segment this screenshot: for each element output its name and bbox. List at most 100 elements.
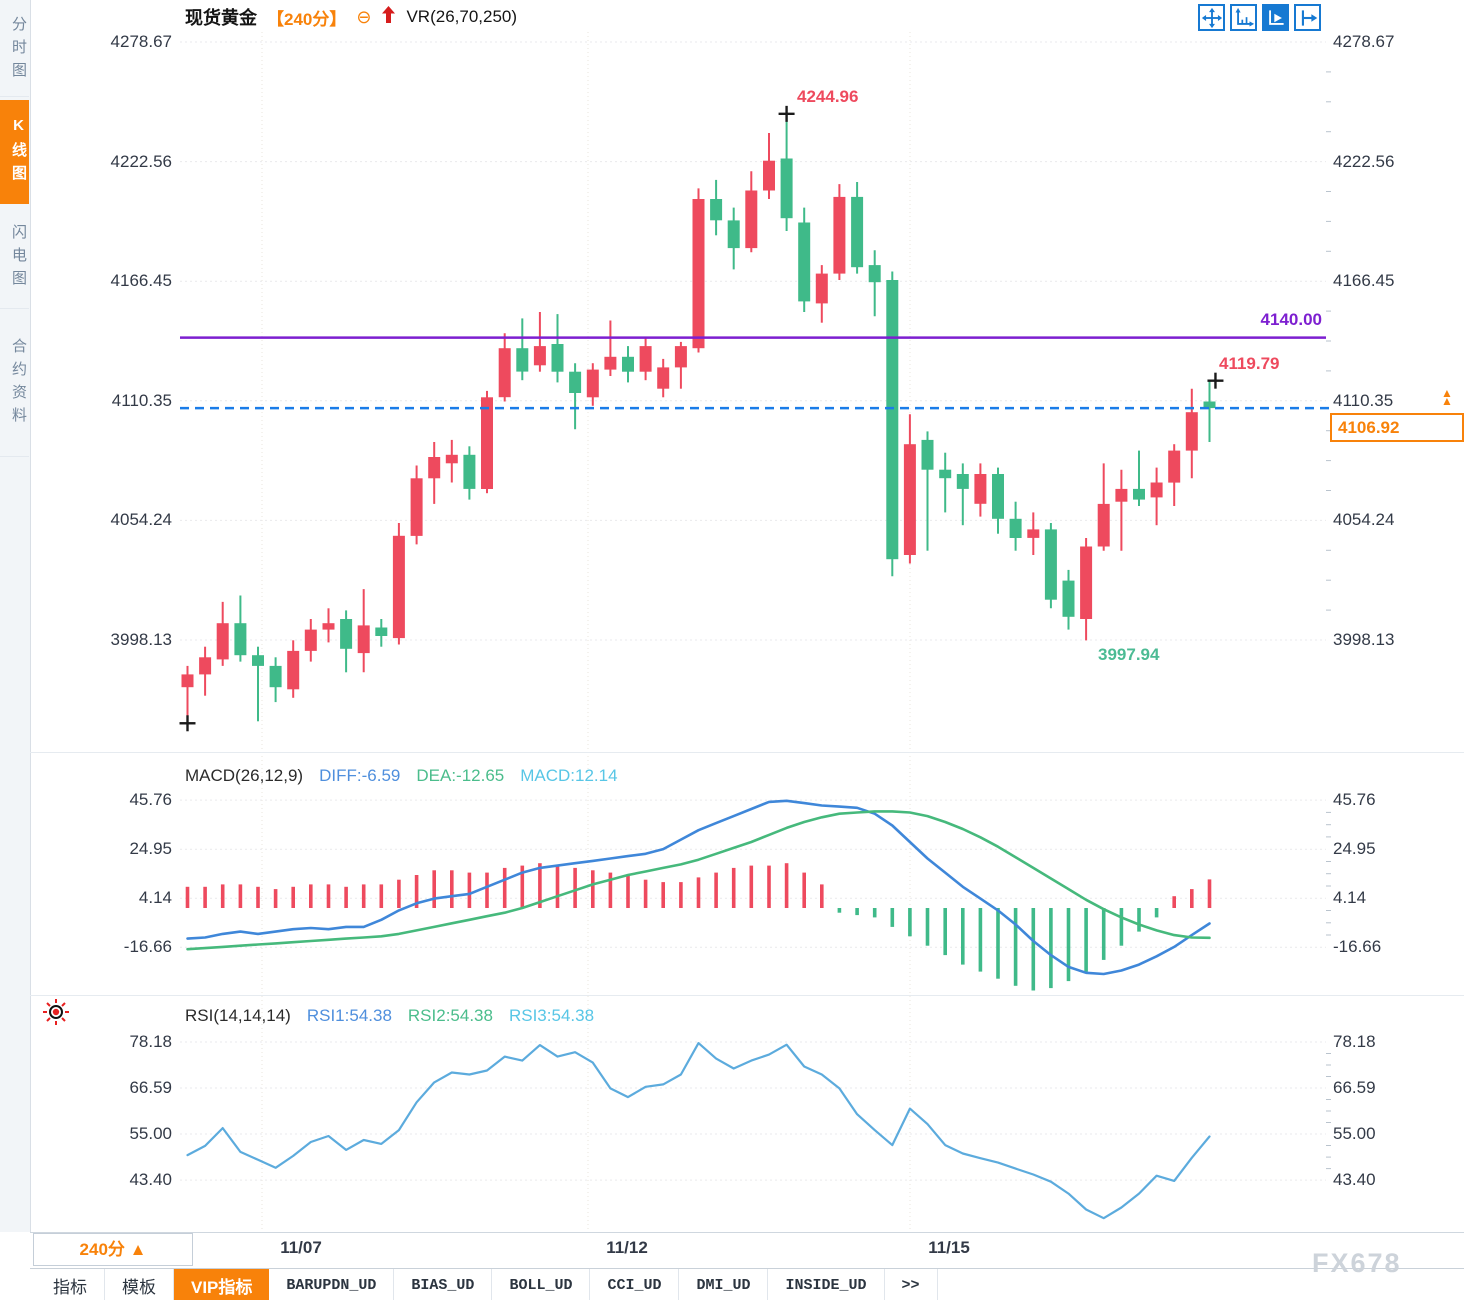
macd-hist-bar <box>450 870 454 908</box>
candle-body <box>851 196 864 268</box>
candle-body <box>1185 412 1198 451</box>
candle-body <box>234 623 247 656</box>
candle-body <box>674 346 687 368</box>
axis-tick-label: 4222.56 <box>110 151 172 171</box>
axis-tick-label: 24.95 <box>1333 839 1376 859</box>
macd-hist-bar <box>925 908 930 946</box>
macd-hist-bar <box>291 886 295 908</box>
rsi-title: RSI(14,14,14) <box>185 1006 291 1025</box>
symbol-name: 现货黄金 <box>185 8 257 28</box>
tab-DMI_UD[interactable]: DMI_UD <box>679 1269 769 1300</box>
macd-hist-bar <box>890 908 895 927</box>
candle-body <box>1133 488 1145 500</box>
current-price-box: 4106.92 <box>1330 413 1464 442</box>
tab-INSIDE_UD[interactable]: INSIDE_UD <box>768 1269 885 1300</box>
vr-indicator-label[interactable]: VR(26,70,250) <box>406 7 518 26</box>
candle-body <box>956 474 969 489</box>
chart-canvas[interactable] <box>0 0 1464 1232</box>
candle-body <box>445 454 458 464</box>
candle-body <box>357 625 370 654</box>
macd-hist-bar <box>978 908 983 972</box>
rsi2-value: RSI2:54.38 <box>407 1006 493 1025</box>
period-selector[interactable]: 240分 ▲ <box>33 1233 193 1266</box>
macd-hist-bar <box>679 882 683 908</box>
scroll-to-latest-icon[interactable]: ▲ ▲ <box>1441 386 1453 408</box>
macd-hist-bar <box>256 886 260 908</box>
macd-hist-bar <box>502 867 507 908</box>
axis-tick-label: -16.66 <box>123 937 172 957</box>
tab-VIP-[interactable]: VIP指标 <box>174 1269 270 1300</box>
axis-tick-label: 78.18 <box>1333 1032 1376 1051</box>
collapse-icon[interactable]: ⊖ <box>356 7 372 27</box>
macd-hist-bar <box>1154 908 1159 918</box>
axis-tick-label: 4166.45 <box>1333 271 1395 291</box>
candle-body <box>692 199 705 349</box>
candle-body <box>269 665 282 688</box>
candle-body <box>622 356 634 372</box>
candle-body <box>516 348 529 372</box>
auto-scale-icon[interactable] <box>1262 4 1289 31</box>
alert-sun-icon[interactable] <box>42 998 70 1031</box>
tab-BIAS_UD[interactable]: BIAS_UD <box>394 1269 493 1300</box>
date-label: 11/15 <box>928 1238 970 1257</box>
tab-BARUPDN_UD[interactable]: BARUPDN_UD <box>269 1269 395 1300</box>
candle-body <box>939 469 952 479</box>
macd-hist-bar <box>837 908 842 913</box>
axis-tick-label: 43.40 <box>1333 1170 1376 1190</box>
candle-body <box>1150 482 1163 498</box>
candle-body <box>780 158 793 219</box>
tab--[interactable]: 指标 <box>36 1269 105 1300</box>
candle-body <box>375 627 388 636</box>
axis-tick-label: 43.40 <box>129 1170 172 1190</box>
macd-hist-bar <box>1066 908 1071 982</box>
macd-hist-bar <box>626 875 630 908</box>
tab-BOLL_UD[interactable]: BOLL_UD <box>492 1269 591 1300</box>
axis-tick-label: 4.14 <box>1333 888 1367 908</box>
rsi-header: RSI(14,14,14) RSI1:54.38 RSI2:54.38 RSI3… <box>185 1006 594 1026</box>
candle-body <box>798 222 811 302</box>
go-to-latest-icon[interactable] <box>1294 4 1321 31</box>
macd-hist-bar <box>1101 908 1106 960</box>
candle-body <box>304 629 317 651</box>
zoom-x-axis-icon[interactable] <box>1230 4 1257 31</box>
candle-body <box>463 454 476 489</box>
tab->>[interactable]: >> <box>885 1269 938 1300</box>
candle-body <box>868 265 881 283</box>
chart-header: 现货黄金 【240分】 ⊖ VR(26,70,250) <box>185 5 517 29</box>
sidebar-item-4[interactable]: 合约资料 <box>0 312 29 457</box>
macd-hist-bar <box>1049 908 1053 989</box>
macd-hist-bar <box>749 865 754 908</box>
macd-hist-bar <box>573 867 577 908</box>
macd-hist-bar <box>555 865 560 908</box>
sidebar-item-1[interactable]: 分时图 <box>0 4 29 97</box>
chart-toolbar <box>1198 4 1321 31</box>
candle-body <box>639 346 652 372</box>
pan-icon[interactable] <box>1198 4 1225 31</box>
sidebar-item-3[interactable]: 闪电图 <box>0 208 29 309</box>
axis-tick-label: 4054.24 <box>110 510 172 530</box>
macd-header: MACD(26,12,9) DIFF:-6.59 DEA:-12.65 MACD… <box>185 766 618 786</box>
macd-hist-bar <box>608 872 613 908</box>
up-arrow-icon <box>381 5 396 30</box>
macd-hist-bar <box>731 867 736 908</box>
divider <box>30 1232 1464 1233</box>
tab-CCI_UD[interactable]: CCI_UD <box>590 1269 680 1300</box>
macd-hist-bar <box>538 863 542 908</box>
candle-body <box>921 439 934 470</box>
axis-tick-label: 4222.56 <box>1333 151 1395 171</box>
tab--[interactable]: 模板 <box>105 1269 174 1300</box>
sidebar-item-2[interactable]: K线图 <box>0 100 29 204</box>
candle-body <box>498 348 511 398</box>
macd-hist-bar <box>1119 908 1124 946</box>
extreme-marker <box>778 105 795 122</box>
macd-hist-bar <box>185 886 190 908</box>
axis-tick-label: 55.00 <box>1333 1124 1376 1143</box>
macd-hist-bar <box>309 884 313 908</box>
macd-hist-bar <box>820 884 824 908</box>
axis-tick-label: 4.14 <box>138 888 172 908</box>
resistance-line-label: 4140.00 <box>1260 310 1322 329</box>
candle-body <box>886 280 899 560</box>
period-label[interactable]: 【240分】 <box>267 9 347 29</box>
macd-hist-bar <box>1013 908 1018 986</box>
